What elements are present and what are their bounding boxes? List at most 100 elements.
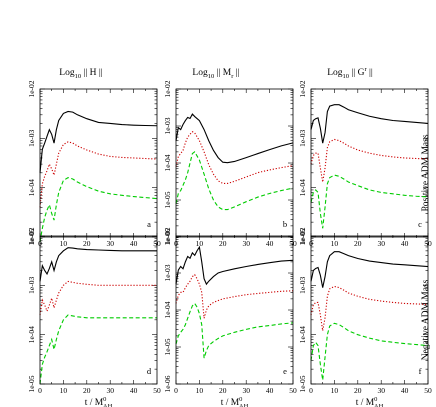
y-tick-label: 1e-06 — [163, 228, 172, 245]
x-tick-label: 50 — [289, 386, 297, 395]
y-tick-label: 1e-02 — [163, 80, 172, 97]
x-tick-label: 30 — [377, 239, 385, 248]
plot-frame — [175, 88, 294, 238]
x-tick-label: 10 — [196, 239, 204, 248]
x-tick-label: 20 — [354, 386, 362, 395]
series-line-1 — [175, 131, 294, 185]
series-line-1 — [310, 138, 429, 183]
y-tick-label: 1e-04 — [163, 301, 172, 318]
y-tick-label: 1e-04 — [27, 326, 36, 343]
column-titles: Log10 || H || Log10 || Mr || Log10 || Gr… — [59, 66, 373, 80]
panel-letter: d — [147, 366, 152, 376]
panel-letter: f — [419, 366, 422, 376]
x-axis-label: t / M0 AH — [85, 396, 113, 407]
x-tick-label: 20 — [354, 239, 362, 248]
col-title-mr: Log10 || Mr || — [192, 68, 239, 80]
y-tick-label: 1e-02 — [163, 227, 172, 244]
y-tick-label: 1e-03 — [163, 117, 172, 134]
x-tick-label: 20 — [83, 386, 91, 395]
series-line-2 — [310, 322, 429, 381]
col-title-gr: Log10 || Gr || — [327, 66, 373, 80]
panel-e: 0 10 20 30 40 50 1e-06 1e-05 1e-04 1e-03 1e-02 e — [163, 227, 297, 395]
x-tick-label: 40 — [266, 386, 274, 395]
y-tick-label: 1e-03 — [163, 264, 172, 281]
x-tick-label: 40 — [266, 239, 274, 248]
series-line-0 — [175, 113, 294, 164]
x-tick-label: 30 — [377, 386, 385, 395]
x-tick-label: 10 — [331, 386, 339, 395]
x-tick-label: 30 — [242, 386, 250, 395]
y-tick-label: 1e-04 — [27, 179, 36, 196]
panel-letter: e — [283, 366, 287, 376]
series-line-2 — [175, 151, 294, 211]
panel-f: 0 10 20 30 40 50 1e-05 1e-04 1e-03 1e-02 f — [298, 227, 432, 395]
y-tick-label: 1e-05 — [163, 191, 172, 208]
plot-frame — [175, 235, 294, 385]
panel-letter: c — [418, 219, 422, 229]
x-tick-label: 30 — [106, 239, 114, 248]
x-tick-label: 40 — [401, 239, 409, 248]
y-tick-label: 1e-05 — [298, 228, 307, 245]
y-tick-label: 1e-02 — [27, 80, 36, 97]
series-line-2 — [175, 302, 294, 359]
y-tick-label: 1e-03 — [27, 130, 36, 147]
series-line-1 — [175, 273, 294, 319]
y-tick-label: 1e-03 — [298, 277, 307, 294]
plot-frame — [310, 235, 429, 385]
series-line-1 — [39, 280, 157, 316]
x-tick-label: 10 — [331, 239, 339, 248]
series-line-2 — [310, 174, 429, 229]
series-line-0 — [39, 247, 157, 282]
x-axis-labels: t / M0 AH t / M0 AH t / M0 AH — [85, 396, 384, 407]
y-tick-label: 1e-04 — [298, 326, 307, 343]
x-tick-label: 30 — [242, 239, 250, 248]
series-line-2 — [39, 314, 157, 385]
y-tick-label: 1e-04 — [298, 179, 307, 196]
plot-frame — [310, 88, 429, 238]
panel-letter: a — [147, 219, 151, 229]
x-tick-label: 20 — [83, 239, 91, 248]
x-axis-label: t / M0 AH — [221, 396, 249, 407]
x-tick-label: 40 — [130, 386, 138, 395]
x-tick-label: 10 — [196, 386, 204, 395]
x-axis-label: t / M0 AH — [356, 396, 384, 407]
x-tick-label: 50 — [153, 386, 161, 395]
x-tick-label: 30 — [106, 386, 114, 395]
x-tick-label: 0 — [309, 386, 313, 395]
x-tick-label: 10 — [60, 386, 68, 395]
y-tick-label: 1e-05 — [298, 375, 307, 392]
plot-frame — [39, 235, 158, 385]
x-tick-label: 0 — [174, 386, 178, 395]
x-tick-label: 0 — [38, 386, 42, 395]
x-tick-label: 20 — [219, 386, 227, 395]
panel-letter: b — [283, 219, 287, 229]
y-tick-label: 1e-05 — [163, 338, 172, 355]
series-line-0 — [175, 245, 294, 286]
x-tick-label: 50 — [424, 386, 432, 395]
y-tick-label: 1e-02 — [298, 227, 307, 244]
y-tick-label: 1e-03 — [298, 130, 307, 147]
plot-frame — [39, 88, 158, 238]
x-tick-label: 20 — [219, 239, 227, 248]
x-tick-label: 40 — [401, 386, 409, 395]
x-tick-label: 40 — [130, 239, 138, 248]
y-tick-label: 1e-05 — [27, 375, 36, 392]
series-line-1 — [310, 285, 429, 331]
series-line-0 — [39, 110, 158, 173]
series-line-0 — [310, 251, 429, 288]
x-tick-label: 10 — [60, 239, 68, 248]
series-line-2 — [39, 177, 158, 242]
y-tick-label: 1e-03 — [27, 277, 36, 294]
panel-d: 0 10 20 30 40 50 1e-05 1e-04 1e-03 1e-02 d — [27, 227, 161, 395]
series-line-0 — [310, 104, 429, 144]
y-tick-label: 1e-04 — [163, 154, 172, 171]
y-tick-label: 1e-02 — [27, 227, 36, 244]
y-tick-label: 1e-05 — [27, 228, 36, 245]
col-title-h: Log10 || H || — [59, 68, 103, 80]
y-tick-label: 1e-06 — [163, 375, 172, 392]
